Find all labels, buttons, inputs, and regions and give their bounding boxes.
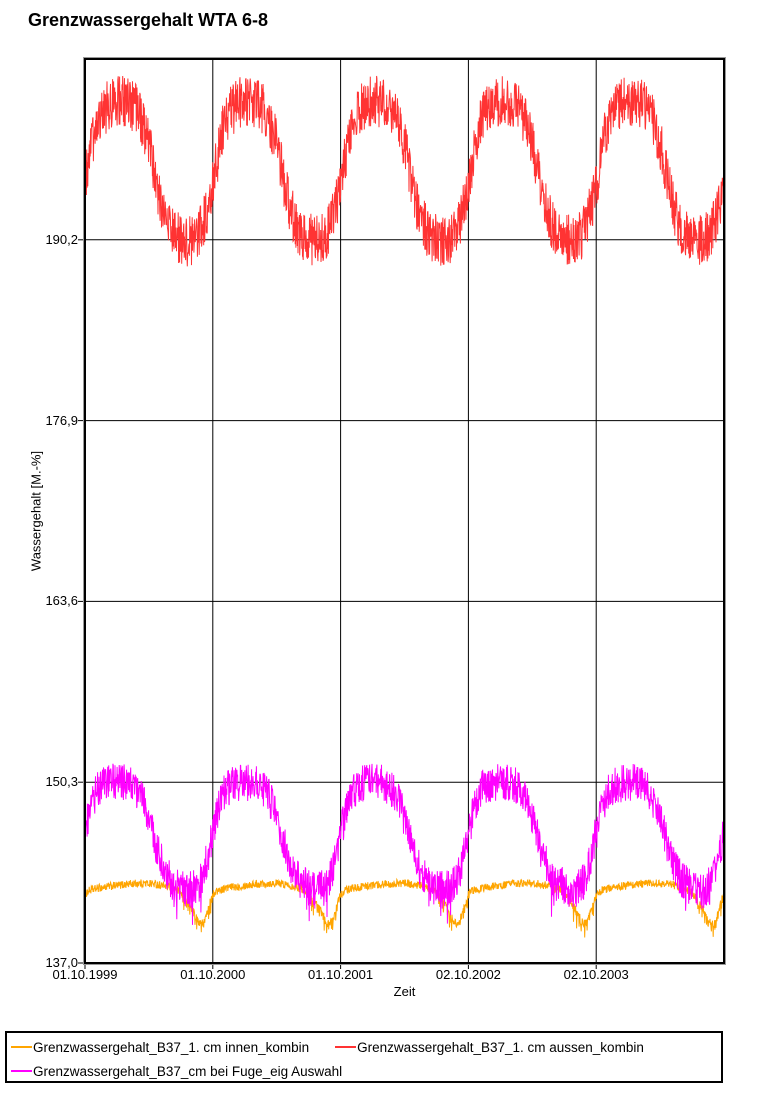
plot-frame-shadow — [83, 57, 726, 965]
plot-frame — [84, 58, 725, 964]
legend-swatch-aussen — [335, 1046, 357, 1048]
legend-label-aussen: Grenzwassergehalt_B37_1. cm aussen_kombi… — [357, 1039, 644, 1055]
y-tick-label: 137,0 — [45, 955, 78, 970]
legend-item-innen: Grenzwassergehalt_B37_1. cm innen_kombin — [11, 1040, 309, 1055]
series-line-aussen — [86, 75, 723, 267]
legend: Grenzwassergehalt_B37_1. cm innen_kombin… — [5, 1031, 723, 1083]
y-tick-label: 150,3 — [45, 774, 78, 790]
chart-title: Grenzwassergehalt WTA 6-8 — [28, 10, 269, 30]
y-tick-label: 163,6 — [45, 593, 78, 609]
x-tick-label: 01.10.2000 — [180, 967, 246, 982]
legend-row-2: Grenzwassergehalt_B37_cm bei Fuge_eig Au… — [11, 1059, 721, 1083]
y-tick-label: 176,9 — [45, 412, 78, 428]
legend-swatch-innen — [11, 1046, 32, 1048]
x-tick-label: 01.10.1999 — [52, 967, 118, 982]
x-tick-label: 02.10.2002 — [435, 967, 501, 982]
legend-label-fuge: Grenzwassergehalt_B37_cm bei Fuge_eig Au… — [33, 1063, 343, 1079]
y-tick-label: 190,2 — [45, 231, 78, 247]
legend-swatch-fuge — [11, 1070, 32, 1072]
x-axis-title: Zeit — [393, 984, 416, 999]
legend-item-fuge: Grenzwassergehalt_B37_cm bei Fuge_eig Au… — [11, 1064, 342, 1079]
y-axis-title: Wassergehalt [M.-%] — [28, 450, 44, 572]
x-tick-label: 01.10.2001 — [308, 967, 374, 982]
legend-item-aussen: Grenzwassergehalt_B37_1. cm aussen_kombi… — [335, 1040, 644, 1055]
series-line-innen — [86, 877, 723, 938]
legend-label-innen: Grenzwassergehalt_B37_1. cm innen_kombin — [33, 1039, 310, 1055]
legend-row-1: Grenzwassergehalt_B37_1. cm innen_kombin… — [11, 1035, 721, 1059]
x-tick-label: 02.10.2003 — [563, 967, 629, 982]
series-line-fuge — [86, 763, 723, 925]
